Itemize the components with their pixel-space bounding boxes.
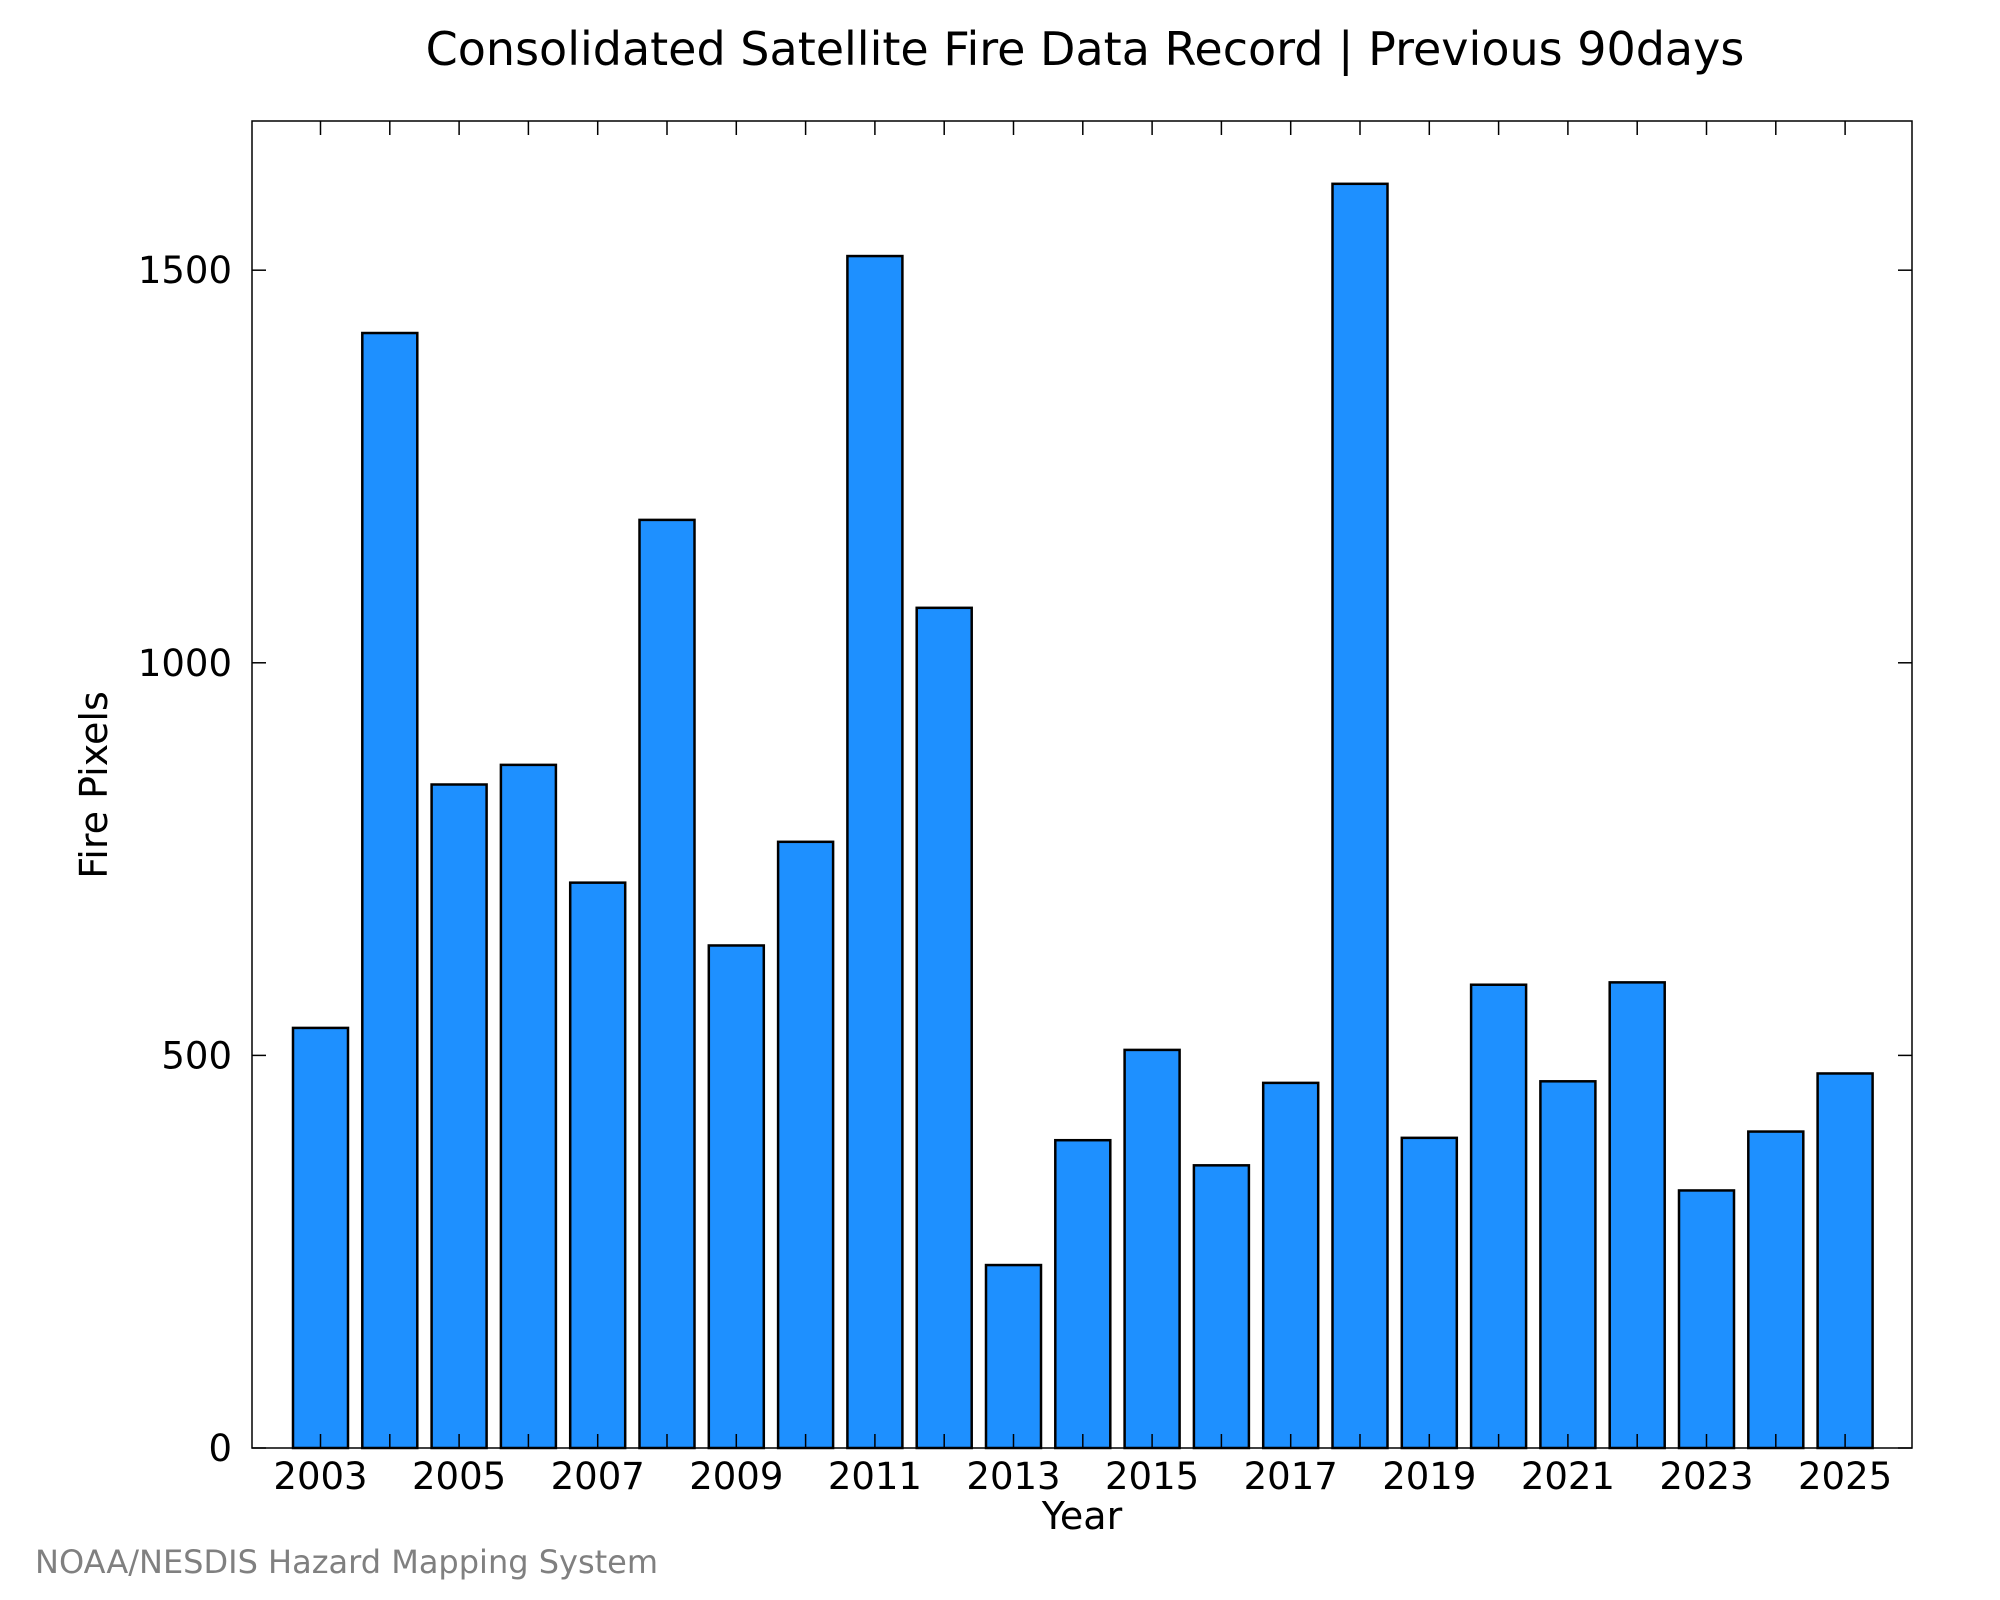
x-tick-label: 2003 xyxy=(273,1455,367,1498)
bar-2020 xyxy=(1469,983,1528,1450)
y-axis-ticks: 0 500 1000 1500 xyxy=(138,249,1912,1470)
y-tick-label: 1500 xyxy=(138,249,232,292)
x-tick-label: 2013 xyxy=(966,1455,1060,1498)
bar-2017 xyxy=(1261,1081,1320,1450)
x-axis-label: Year xyxy=(1041,1494,1123,1538)
bar-2023 xyxy=(1677,1189,1736,1450)
y-tick-label: 500 xyxy=(161,1034,232,1077)
x-tick-label: 2025 xyxy=(1798,1455,1892,1498)
bar-2003 xyxy=(291,1026,350,1450)
bar-2009 xyxy=(707,944,766,1450)
bar-2012 xyxy=(915,606,973,1450)
y-tick-label: 0 xyxy=(208,1427,232,1470)
bar-2013 xyxy=(984,1263,1043,1450)
y-tick-label: 1000 xyxy=(138,642,232,685)
bar-2004 xyxy=(361,331,419,1450)
x-axis-ticks: 2003 2005 2007 2009 2011 2013 2015 2017 2019 2021… xyxy=(273,121,1892,1498)
x-tick-label: 2011 xyxy=(828,1455,922,1498)
bar-2011 xyxy=(846,254,904,1450)
bar-2024 xyxy=(1747,1130,1805,1450)
chart-title: Consolidated Satellite Fire Data Record … xyxy=(426,22,1745,77)
bar-2016 xyxy=(1192,1164,1251,1450)
bar-2010 xyxy=(776,840,835,1450)
x-tick-label: 2019 xyxy=(1382,1455,1476,1498)
bar-2025 xyxy=(1816,1072,1874,1450)
x-tick-label: 2007 xyxy=(551,1455,645,1498)
x-tick-label: 2009 xyxy=(689,1455,783,1498)
bar-2021 xyxy=(1539,1080,1597,1450)
credit-text: NOAA/NESDIS Hazard Mapping System xyxy=(35,1543,658,1581)
bar-2007 xyxy=(568,881,627,1450)
bar-2015 xyxy=(1123,1048,1181,1450)
x-tick-label: 2017 xyxy=(1244,1455,1338,1498)
bar-2022 xyxy=(1608,981,1666,1450)
bar-2006 xyxy=(499,763,558,1450)
x-tick-label: 2023 xyxy=(1659,1455,1753,1498)
bar-2019 xyxy=(1400,1136,1459,1450)
bars-group xyxy=(291,182,1874,1450)
bar-2014 xyxy=(1054,1138,1112,1450)
bar-2005 xyxy=(430,783,488,1450)
plot-frame xyxy=(251,120,1913,1449)
x-tick-label: 2005 xyxy=(412,1455,506,1498)
bar-2018 xyxy=(1331,182,1389,1450)
y-axis-label: Fire Pixels xyxy=(72,691,116,879)
bar-2008 xyxy=(638,518,696,1450)
x-tick-label: 2015 xyxy=(1105,1455,1199,1498)
x-tick-label: 2021 xyxy=(1521,1455,1615,1498)
